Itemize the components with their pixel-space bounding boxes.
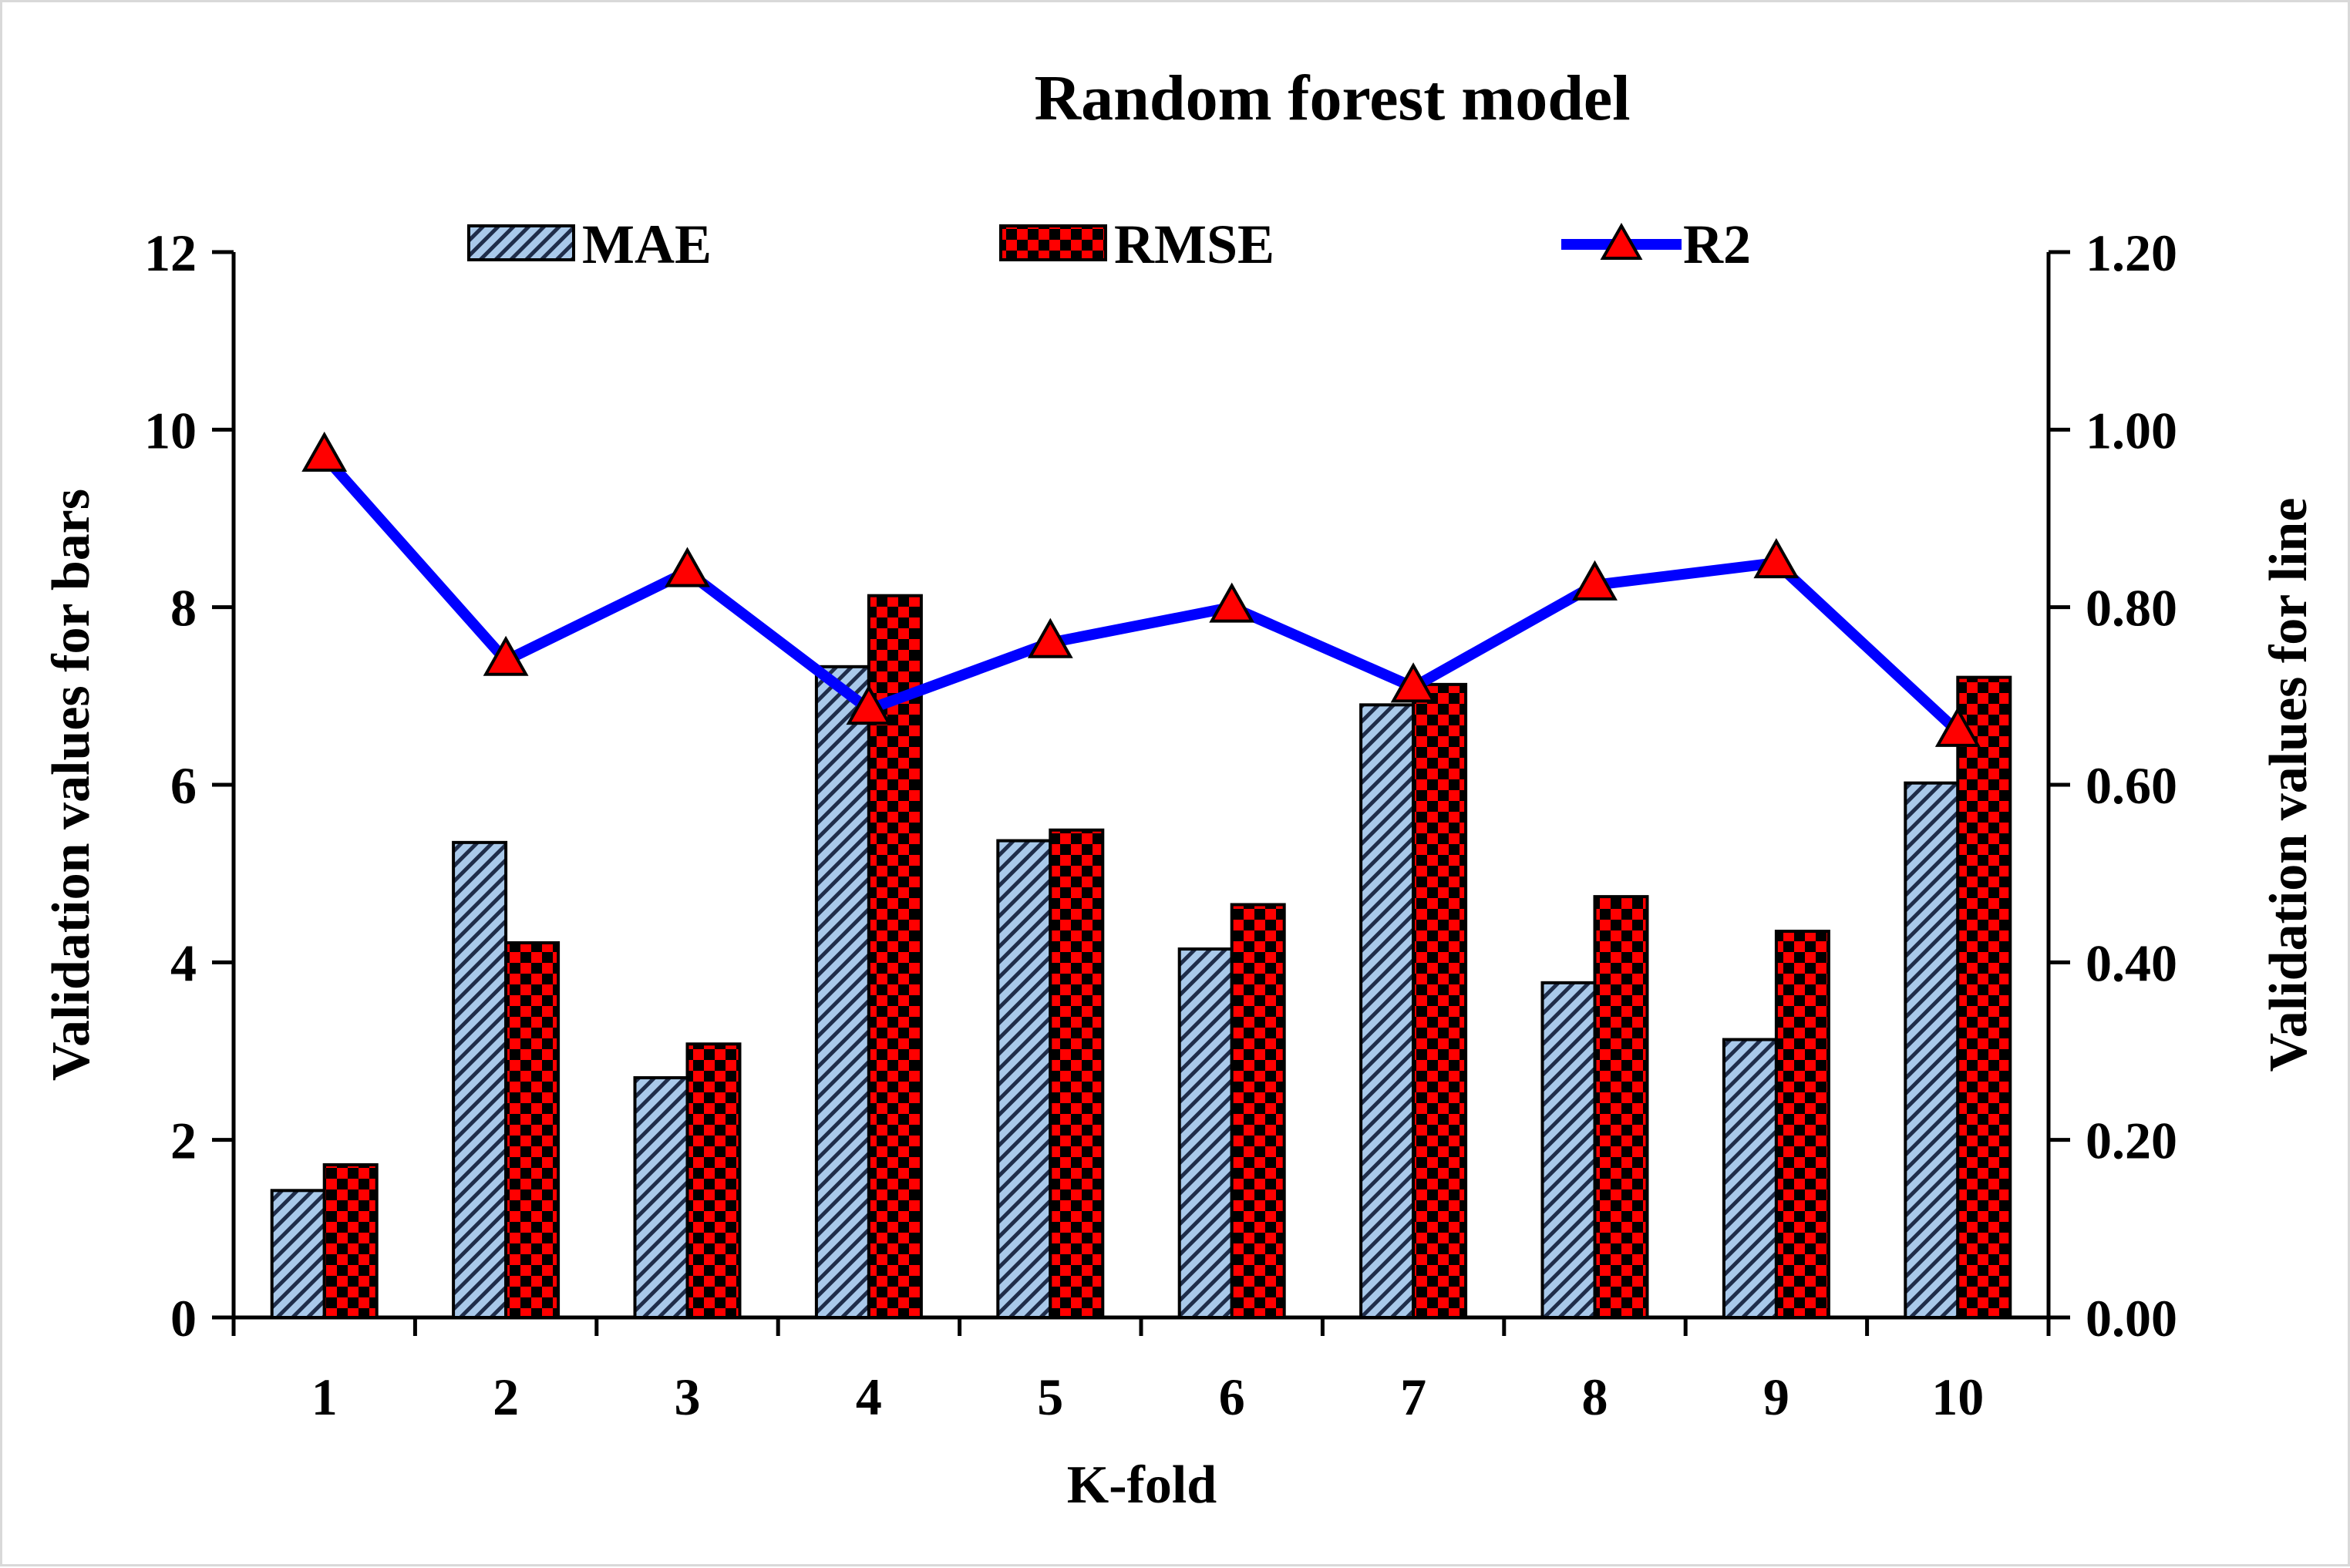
right-tick-label: 0.20 xyxy=(2086,1112,2177,1170)
bar-rmse xyxy=(685,1042,742,1319)
y-axis-title-right: Validation values for line xyxy=(2259,498,2318,1072)
bar-rmse xyxy=(1774,930,1830,1320)
right-tick-label: 0.80 xyxy=(2086,579,2177,638)
left-tick-label: 10 xyxy=(144,401,197,459)
bar-rmse xyxy=(504,940,561,1320)
line-series xyxy=(301,431,1981,747)
left-tick-label: 8 xyxy=(170,579,197,638)
legend-label-rmse: RMSE xyxy=(1114,214,1274,275)
r2-point xyxy=(483,635,529,676)
left-tick-label: 4 xyxy=(170,934,197,992)
legend-marker-r2 xyxy=(1600,222,1643,260)
bar-rmse xyxy=(1956,675,2012,1319)
bar-rmse xyxy=(322,1163,379,1319)
legend-swatch-mae xyxy=(467,224,575,261)
legend: MAE RMSE R2 xyxy=(467,214,1751,275)
legend-label-mae: MAE xyxy=(582,214,712,275)
left-tick-label: 12 xyxy=(144,224,197,282)
legend-swatch-rmse xyxy=(999,224,1107,261)
y-axis-title-left: Validation values for bars xyxy=(42,489,101,1081)
x-tick-label: 8 xyxy=(1582,1368,1608,1426)
bar-mae xyxy=(1177,947,1234,1320)
x-tick-label: 2 xyxy=(493,1368,519,1426)
left-tick-label: 2 xyxy=(170,1112,197,1170)
x-tick-label: 1 xyxy=(311,1368,338,1426)
right-axis-ticks: 0.00 0.20 0.40 0.60 0.80 1.00 1.20 xyxy=(2049,224,2177,1348)
right-tick-label: 1.00 xyxy=(2086,401,2177,459)
bar-mae xyxy=(633,1076,689,1320)
bar-mae xyxy=(1359,703,1416,1319)
right-tick-label: 0.60 xyxy=(2086,756,2177,815)
r2-point xyxy=(301,431,348,472)
right-tick-label: 0.00 xyxy=(2086,1289,2177,1348)
bar-rmse xyxy=(1412,682,1468,1319)
bar-series xyxy=(270,594,2012,1320)
bar-mae xyxy=(452,840,508,1319)
x-tick-label: 9 xyxy=(1763,1368,1789,1426)
left-axis-ticks: 0 2 4 6 8 10 12 xyxy=(144,224,234,1348)
x-tick-label: 7 xyxy=(1400,1368,1426,1426)
r2-point xyxy=(1027,617,1073,658)
r2-point xyxy=(1934,706,1981,747)
r2-point xyxy=(1390,662,1436,703)
bar-rmse xyxy=(1593,895,1649,1319)
right-tick-label: 0.40 xyxy=(2086,934,2177,992)
x-tick-label: 6 xyxy=(1219,1368,1245,1426)
r2-point xyxy=(1753,538,1800,579)
right-tick-label: 1.20 xyxy=(2086,224,2177,282)
chart-title: Random forest model xyxy=(1034,62,1630,134)
bar-rmse xyxy=(1049,828,1105,1319)
x-tick-label: 3 xyxy=(675,1368,701,1426)
x-axis-ticks: 1 2 3 4 5 6 7 8 9 10 xyxy=(231,1317,2051,1426)
bar-mae xyxy=(996,839,1052,1320)
r2-point xyxy=(665,547,710,587)
r2-point xyxy=(1209,582,1255,623)
x-axis-title: K-fold xyxy=(1067,1455,1217,1515)
r2-point xyxy=(1572,560,1618,601)
bar-mae xyxy=(270,1189,326,1319)
left-tick-label: 0 xyxy=(170,1289,197,1348)
x-tick-label: 10 xyxy=(1931,1368,1984,1426)
left-tick-label: 6 xyxy=(170,756,197,815)
bar-rmse xyxy=(1230,903,1286,1319)
bar-mae xyxy=(1904,781,1960,1319)
legend-label-r2: R2 xyxy=(1683,214,1751,275)
r2-line xyxy=(320,453,1962,736)
bar-mae xyxy=(1722,1038,1778,1319)
bar-mae xyxy=(1540,981,1597,1319)
x-tick-label: 5 xyxy=(1037,1368,1063,1426)
bar-mae xyxy=(814,665,870,1319)
r2-point xyxy=(846,685,892,725)
x-tick-label: 4 xyxy=(856,1368,882,1426)
